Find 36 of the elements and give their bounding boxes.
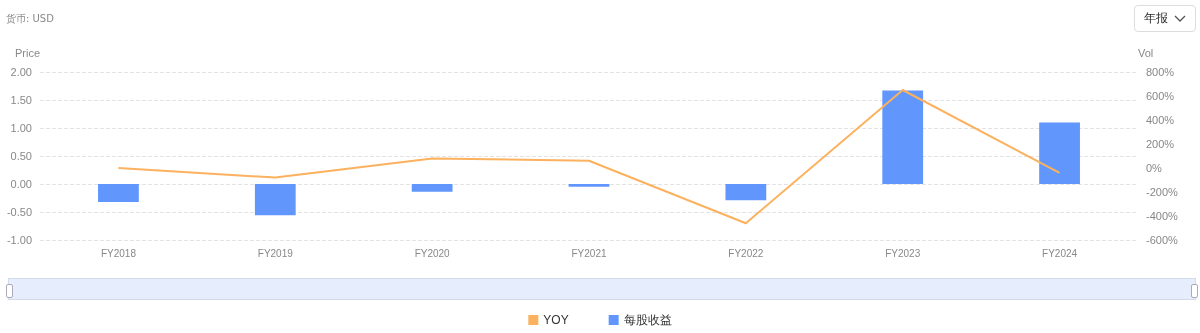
y2-tick-label: 0% [1146,162,1163,174]
y2-axis-title: Vol [1138,46,1154,59]
y-tick-label: -1.00 [6,234,32,246]
line-series [117,89,1061,225]
x-tick-label: FY2020 [414,247,451,259]
bar [882,90,924,184]
y2-tick-label: -600% [1146,234,1179,246]
y-tick-label: 1.50 [10,94,32,106]
y2-tick-label: -400% [1146,210,1179,222]
x-tick-label: FY2023 [885,247,921,259]
legend-label: 每股收益 [623,313,672,327]
x-tick-label: FY2021 [571,247,607,259]
x-tick-label: FY2019 [257,247,294,259]
bar [254,184,296,216]
y-tick-label: 2.00 [10,66,32,78]
y-tick-label: 0.50 [10,150,32,162]
x-tick-label: FY2022 [728,247,764,259]
legend-label: YOY [543,313,569,327]
y2-tick-label: 600% [1146,90,1175,102]
y-tick-label: -0.50 [6,206,32,218]
text: 货币: USD [6,12,54,26]
x-tick-label: FY2018 [100,247,137,259]
x-tick-label: FY2024 [1042,247,1078,259]
text: 年报 [1144,10,1168,27]
bar [411,184,453,192]
y2-tick-label: 400% [1146,114,1175,126]
y-tick-label: 1.00 [10,122,32,134]
y2-tick-label: 800% [1146,66,1175,78]
y2-tick-label: -200% [1146,186,1179,198]
y2-tick-label: 200% [1146,138,1175,150]
y-tick-label: 0.00 [10,178,32,190]
bar [725,184,767,201]
y-axis-title: Price [14,46,40,59]
bar [1039,122,1080,184]
bar [98,184,139,202]
bar [568,184,610,187]
